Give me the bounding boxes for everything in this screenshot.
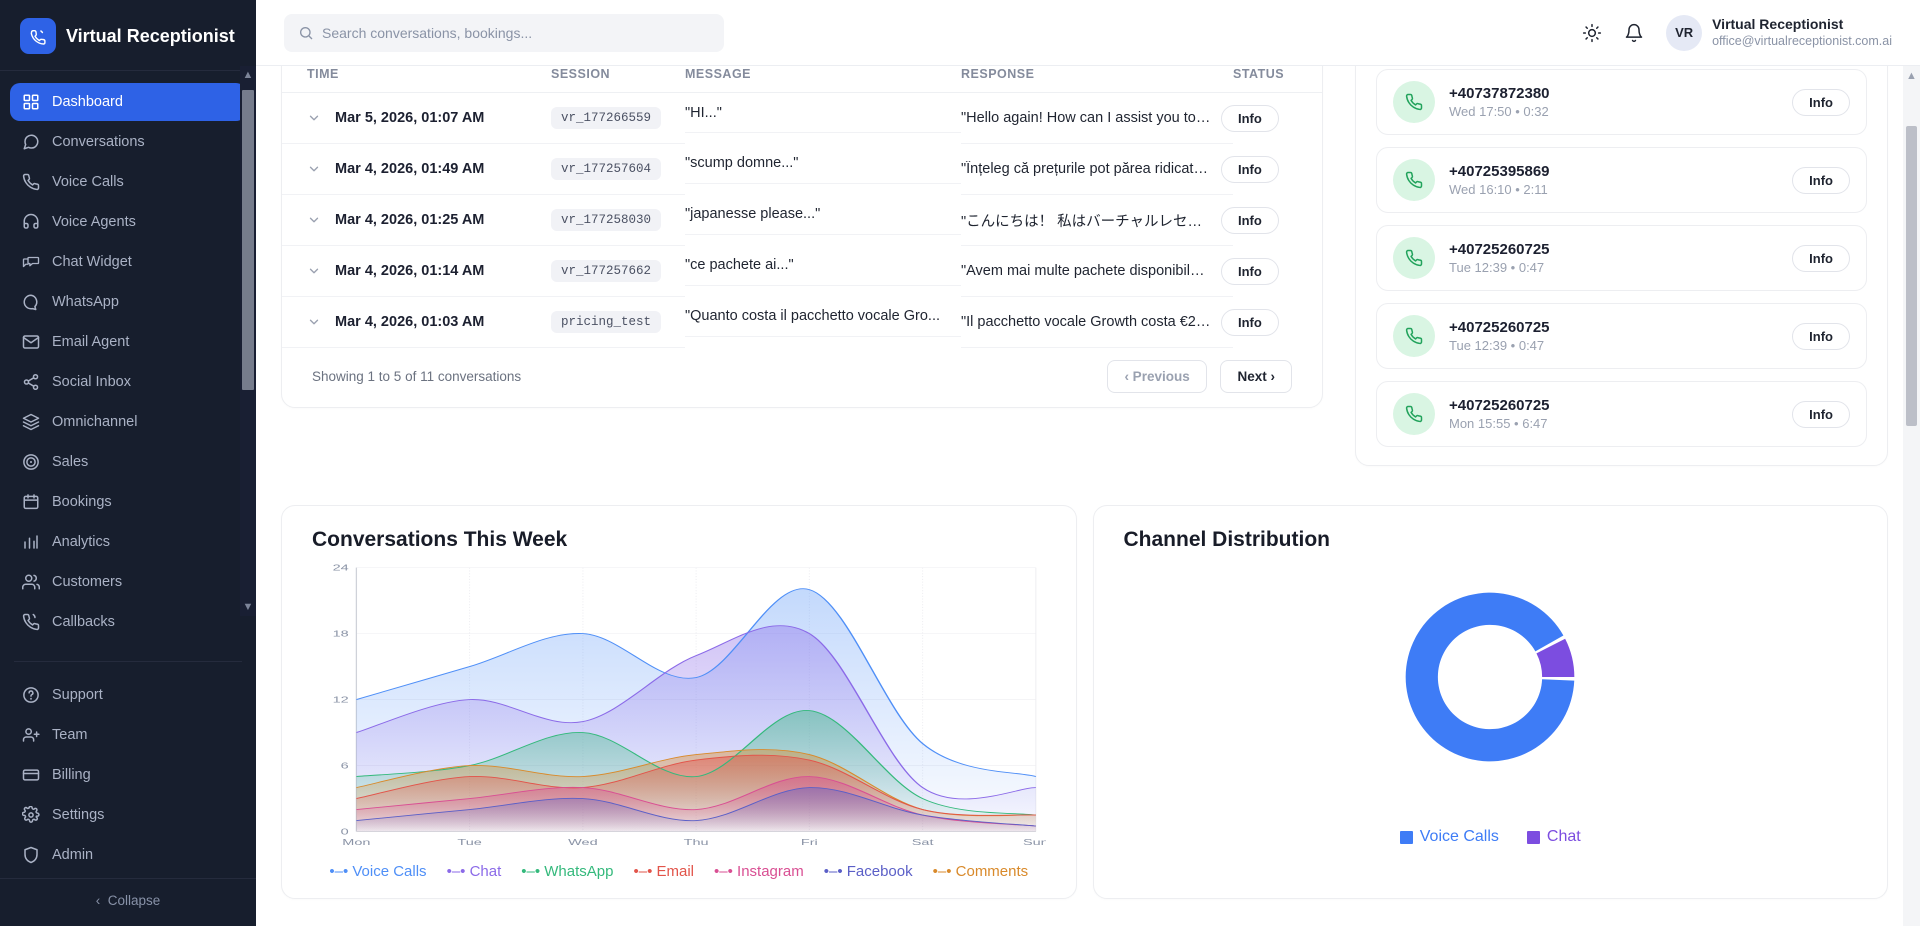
svg-text:Sat: Sat xyxy=(912,837,935,847)
svg-text:Sun: Sun xyxy=(1023,837,1046,847)
svg-text:Tue: Tue xyxy=(457,837,482,847)
svg-text:24: 24 xyxy=(333,563,350,573)
svg-text:Wed: Wed xyxy=(568,837,597,847)
svg-text:18: 18 xyxy=(333,629,350,639)
svg-text:6: 6 xyxy=(341,761,350,771)
svg-text:Fri: Fri xyxy=(801,837,818,847)
svg-text:Mon: Mon xyxy=(342,837,370,847)
svg-text:0: 0 xyxy=(341,827,350,837)
svg-text:12: 12 xyxy=(333,695,349,705)
svg-text:Thu: Thu xyxy=(684,837,709,847)
